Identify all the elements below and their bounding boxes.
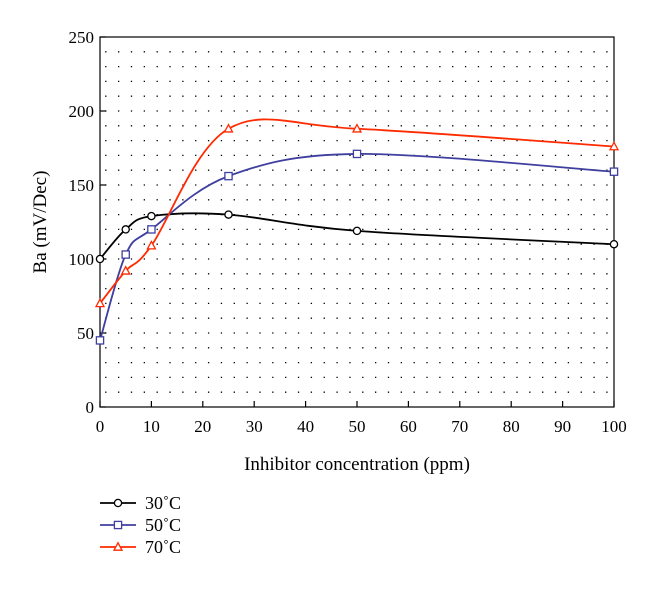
data-point-marker bbox=[224, 171, 233, 181]
x-tick-label: 30 bbox=[246, 417, 263, 436]
series-square bbox=[95, 149, 619, 345]
data-point-marker bbox=[112, 541, 124, 551]
data-point-marker bbox=[351, 123, 363, 133]
y-tick-label: 50 bbox=[77, 324, 94, 343]
data-point-marker bbox=[224, 210, 233, 219]
series-triangle bbox=[94, 118, 620, 308]
y-axis-title: Ba (mV/Dec) bbox=[30, 171, 51, 274]
legend: 30˚C50˚C70˚C bbox=[100, 493, 181, 557]
series-line bbox=[99, 118, 615, 304]
x-tick-label: 70 bbox=[451, 417, 468, 436]
data-point-marker bbox=[608, 140, 620, 151]
series-layer bbox=[94, 118, 620, 345]
data-point-marker bbox=[121, 225, 130, 234]
data-point-marker bbox=[352, 226, 362, 236]
y-tick-label: 0 bbox=[86, 398, 95, 417]
x-tick-label: 80 bbox=[503, 417, 520, 436]
grid bbox=[105, 51, 609, 393]
x-tick-label: 90 bbox=[554, 417, 571, 436]
x-ticks: 0 10 20 30 40 50 60 70 80 90 100 bbox=[96, 401, 627, 436]
legend-label: 70˚C bbox=[145, 537, 181, 557]
x-tick-label: 40 bbox=[297, 417, 314, 436]
data-point-marker bbox=[113, 520, 123, 530]
x-tick-label: 60 bbox=[400, 417, 417, 436]
y-tick-label: 150 bbox=[69, 176, 95, 195]
y-tick-label: 100 bbox=[69, 250, 95, 269]
data-point-marker bbox=[113, 498, 123, 508]
data-point-marker bbox=[609, 167, 619, 176]
x-tick-label: 0 bbox=[96, 417, 105, 436]
series-circle bbox=[95, 210, 619, 264]
data-point-marker bbox=[120, 265, 131, 275]
y-ticks: 0 50 100 150 200 250 bbox=[69, 28, 106, 417]
y-tick-label: 200 bbox=[69, 102, 95, 121]
x-axis-title: Inhibitor concentration (ppm) bbox=[244, 454, 470, 475]
data-point-marker bbox=[352, 149, 362, 159]
data-point-marker bbox=[121, 250, 130, 259]
x-tick-label: 50 bbox=[349, 417, 366, 436]
legend-item: 30˚C bbox=[100, 493, 181, 513]
y-tick-label: 250 bbox=[69, 28, 95, 47]
data-point-marker bbox=[147, 211, 156, 221]
data-point-marker bbox=[609, 239, 619, 249]
series-line bbox=[99, 212, 615, 260]
legend-label: 50˚C bbox=[145, 515, 181, 535]
legend-item: 70˚C bbox=[100, 537, 181, 557]
data-point-marker bbox=[147, 225, 156, 234]
x-tick-label: 10 bbox=[143, 417, 160, 436]
data-point-marker bbox=[95, 336, 105, 345]
data-point-marker bbox=[146, 240, 157, 250]
x-tick-label: 100 bbox=[601, 417, 627, 436]
plot-frame bbox=[99, 36, 615, 408]
series-line bbox=[99, 153, 615, 341]
data-point-marker bbox=[95, 254, 105, 264]
data-point-marker bbox=[223, 123, 234, 133]
data-point-marker bbox=[94, 297, 106, 308]
legend-item: 50˚C bbox=[100, 515, 181, 535]
legend-label: 30˚C bbox=[145, 493, 181, 513]
x-tick-label: 20 bbox=[194, 417, 211, 436]
